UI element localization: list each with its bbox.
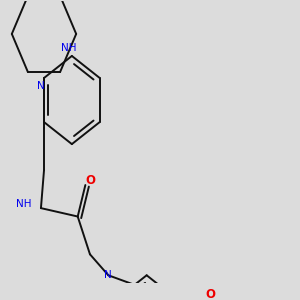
Text: N: N — [104, 270, 112, 280]
Text: O: O — [206, 288, 216, 300]
Text: NH: NH — [16, 199, 32, 209]
Text: O: O — [85, 174, 95, 187]
Text: NH: NH — [61, 43, 76, 52]
Text: N: N — [37, 81, 45, 92]
